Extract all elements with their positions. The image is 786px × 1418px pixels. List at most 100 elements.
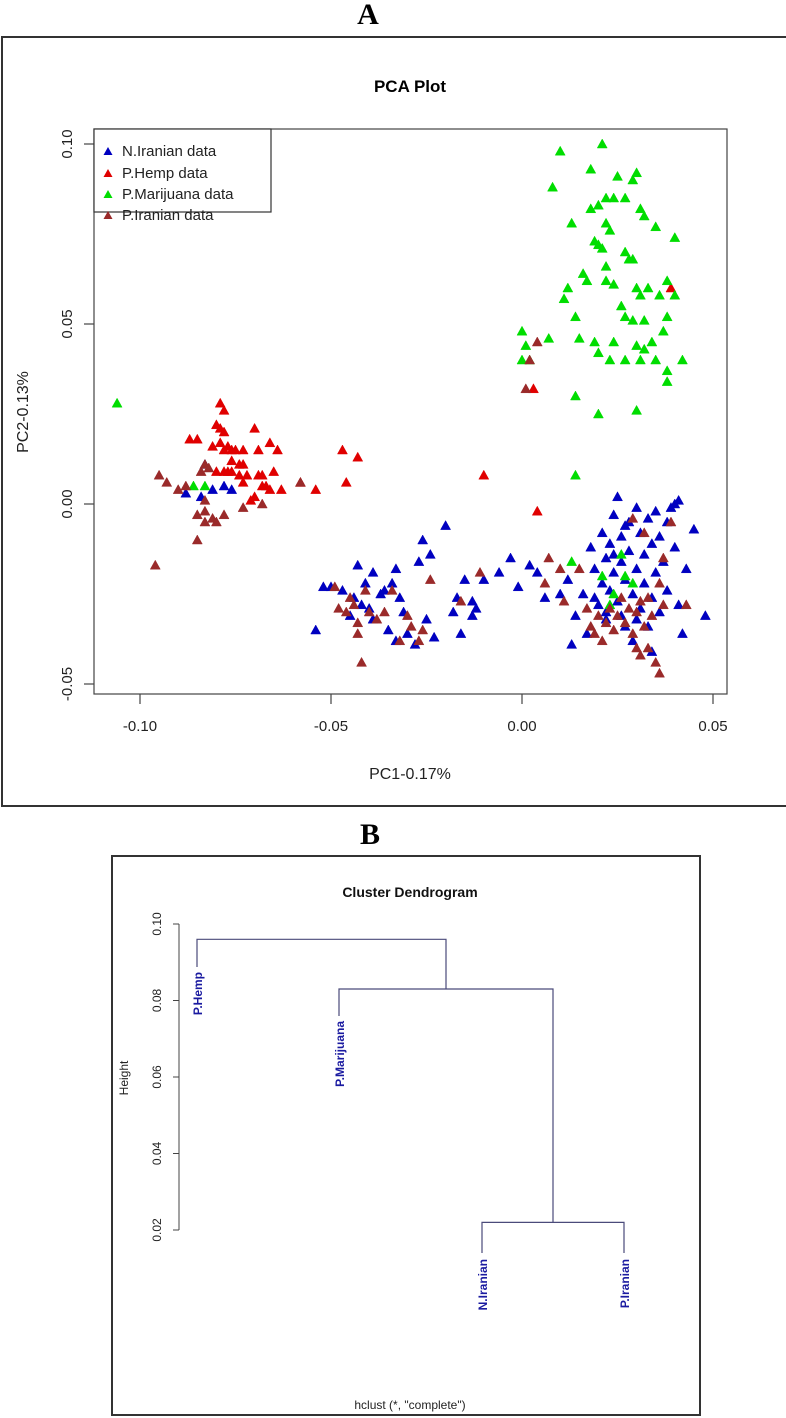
triangle-marker-icon [424, 574, 436, 584]
triangle-marker-icon [570, 469, 581, 480]
triangle-marker-icon [592, 408, 604, 419]
triangle-marker-icon [634, 649, 646, 660]
pca-y-axis [84, 143, 94, 685]
triangle-marker-icon [161, 476, 173, 487]
triangle-marker-icon [207, 440, 219, 451]
leaf-label-p-iranian: P.Iranian [618, 1259, 632, 1308]
triangle-marker-icon [218, 426, 230, 437]
pca-x-axis-label: PC1-0.17% [369, 766, 451, 783]
triangle-marker-icon [600, 217, 612, 228]
triangle-marker-icon [627, 314, 639, 325]
triangle-marker-icon [654, 667, 665, 678]
triangle-marker-icon [237, 476, 249, 487]
triangle-marker-icon [631, 404, 643, 415]
triangle-marker-icon [654, 606, 665, 617]
triangle-marker-icon [631, 282, 643, 293]
triangle-marker-icon [111, 397, 123, 408]
pca-data-points [111, 138, 711, 678]
triangle-marker-icon [103, 147, 113, 155]
triangle-marker-icon [596, 138, 608, 149]
triangle-marker-icon [577, 268, 589, 278]
triangle-marker-icon [524, 559, 536, 570]
triangle-marker-icon [677, 628, 688, 638]
dendrogram-y-axis-label: Height [117, 1060, 131, 1095]
triangle-marker-icon [589, 336, 601, 347]
triangle-marker-icon [191, 509, 203, 520]
triangle-marker-icon [600, 275, 612, 286]
pca-y-tick-label: 0.00 [59, 489, 76, 518]
triangle-marker-icon [226, 484, 238, 494]
triangle-marker-icon [615, 530, 627, 541]
triangle-marker-icon [103, 169, 113, 177]
triangle-marker-icon [340, 606, 352, 617]
triangle-marker-icon [356, 599, 367, 610]
triangle-marker-icon [310, 484, 322, 494]
triangle-marker-icon [505, 552, 516, 563]
triangle-marker-icon [512, 581, 524, 592]
triangle-marker-icon [669, 289, 681, 300]
triangle-marker-icon [153, 469, 165, 480]
triangle-marker-icon [447, 606, 459, 617]
triangle-marker-icon [401, 610, 413, 620]
triangle-marker-icon [359, 584, 371, 595]
pca-x-tick-label: -0.05 [314, 718, 348, 735]
triangle-marker-icon [661, 584, 673, 595]
triangle-marker-icon [615, 548, 627, 559]
triangle-marker-icon [699, 610, 711, 620]
legend-item-p-iranian: P.Iranian data [103, 207, 214, 224]
triangle-marker-icon [646, 538, 658, 548]
triangle-marker-icon [455, 595, 467, 606]
dendrogram-leaf-labels: P.Hemp P.Marijuana N.Iranian P.Iranian [191, 972, 632, 1310]
triangle-marker-icon [627, 588, 639, 599]
triangle-marker-icon [642, 512, 654, 523]
triangle-marker-icon [337, 584, 348, 595]
pca-plot: PCA Plot -0.10 -0.05 0.00 0.05 PC1-0.17% -0… [15, 77, 728, 783]
triangle-marker-icon [413, 556, 425, 566]
triangle-marker-icon [337, 444, 348, 455]
triangle-marker-icon [680, 563, 692, 574]
triangle-marker-icon [596, 570, 608, 581]
triangle-marker-icon [661, 365, 673, 376]
leaf-label-p-hemp: P.Hemp [191, 972, 205, 1015]
triangle-marker-icon [531, 336, 543, 347]
triangle-marker-icon [631, 613, 643, 624]
triangle-marker-icon [417, 534, 429, 545]
triangle-marker-icon [340, 476, 352, 487]
triangle-marker-icon [547, 181, 558, 192]
triangle-marker-icon [180, 487, 192, 498]
triangle-marker-icon [608, 192, 620, 203]
triangle-marker-icon [673, 599, 685, 610]
triangle-marker-icon [592, 199, 604, 210]
triangle-marker-icon [352, 451, 364, 462]
triangle-marker-icon [604, 224, 616, 235]
triangle-marker-icon [203, 462, 215, 473]
pca-y-tick-label: 0.05 [59, 309, 76, 338]
triangle-marker-icon [612, 491, 623, 502]
triangle-marker-icon [470, 602, 482, 613]
triangle-marker-icon [585, 203, 597, 214]
triangle-marker-icon [688, 523, 700, 534]
legend-item-p-marijuana: P.Marijuana data [103, 186, 234, 203]
triangle-marker-icon [237, 444, 249, 455]
triangle-marker-icon [592, 599, 604, 610]
triangle-marker-icon [604, 538, 616, 548]
leaf-label-p-marijuana: P.Marijuana [333, 1021, 347, 1087]
triangle-marker-icon [252, 444, 264, 455]
triangle-marker-icon [600, 617, 612, 628]
triangle-marker-icon [615, 592, 627, 602]
triangle-marker-icon [272, 444, 283, 455]
svg-text:P.Hemp data: P.Hemp data [122, 165, 208, 182]
triangle-marker-icon [680, 599, 692, 610]
triangle-marker-icon [654, 530, 665, 541]
triangle-marker-icon [657, 325, 669, 336]
triangle-marker-icon [405, 620, 417, 631]
triangle-marker-icon [638, 210, 650, 221]
svg-text:P.Iranian data: P.Iranian data [122, 207, 214, 224]
triangle-marker-icon [631, 502, 643, 512]
triangle-marker-icon [226, 455, 238, 466]
triangle-marker-icon [394, 635, 406, 646]
triangle-marker-icon [650, 221, 662, 232]
triangle-marker-icon [570, 390, 581, 401]
triangle-marker-icon [554, 588, 566, 599]
triangle-marker-icon [627, 577, 639, 588]
